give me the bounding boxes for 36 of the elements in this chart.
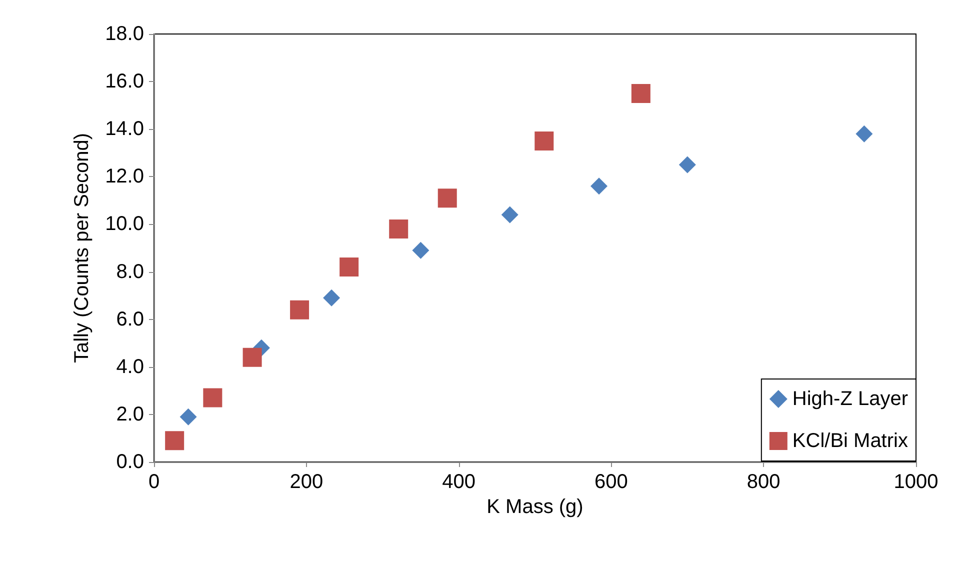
point <box>165 431 184 450</box>
y-axis-title: Tally (Counts per Second) <box>71 132 93 364</box>
point <box>678 156 696 174</box>
point <box>340 258 359 277</box>
point <box>412 242 430 259</box>
legend-label: High-Z Layer <box>792 388 908 410</box>
x-tick-label: 600 <box>594 471 628 493</box>
point <box>438 188 457 208</box>
y-tick-label: 14.0 <box>105 118 144 140</box>
x-tick-label: 0 <box>148 471 160 493</box>
y-tick-label: 0.0 <box>116 451 144 473</box>
point <box>203 388 222 408</box>
y-tick-label: 6.0 <box>116 308 144 330</box>
x-tick-label: 800 <box>746 471 780 493</box>
y-tick-label: 12.0 <box>105 166 144 188</box>
y-tick-label: 10.0 <box>105 213 144 236</box>
point <box>534 132 554 150</box>
point <box>389 219 408 238</box>
x-tick-label: 400 <box>442 471 476 493</box>
y-tick-label: 4.0 <box>116 356 144 378</box>
x-tick-label: 1000 <box>894 471 938 493</box>
point <box>631 84 650 103</box>
legend-label: KCl/Bi Matrix <box>792 430 908 452</box>
x-tick-label: 200 <box>290 471 324 493</box>
x-axis-title: K Mass (g) <box>486 496 584 518</box>
y-tick-label: 16.0 <box>105 70 144 93</box>
point <box>323 289 340 306</box>
point <box>501 206 518 224</box>
point <box>856 125 873 142</box>
point <box>590 178 608 195</box>
point <box>242 348 262 367</box>
point <box>290 300 310 320</box>
y-tick-label: 18.0 <box>105 23 144 45</box>
y-tick-label: 2.0 <box>116 403 144 426</box>
y-tick-label: 8.0 <box>116 260 144 283</box>
point <box>180 408 197 426</box>
